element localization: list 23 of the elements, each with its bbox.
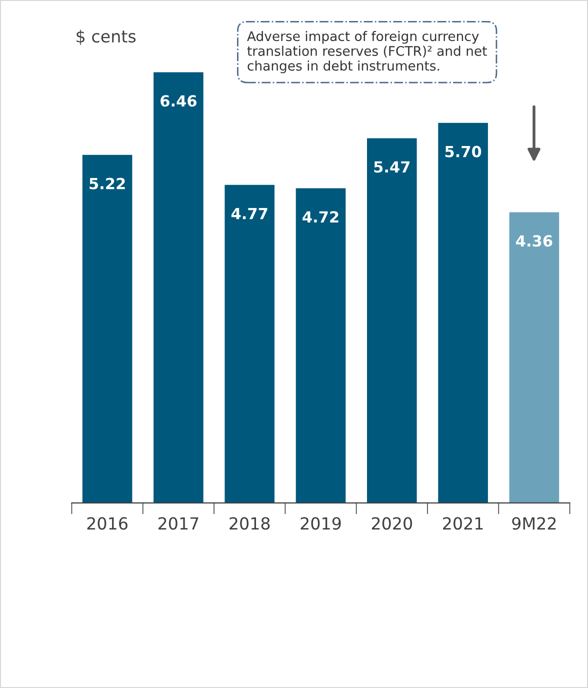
bar	[224, 184, 275, 503]
x-tick-label: 2019	[300, 517, 341, 530]
data-label: 4.36	[516, 235, 552, 247]
data-label: 6.46	[160, 95, 196, 107]
bar	[509, 212, 560, 503]
data-label: 5.47	[374, 161, 410, 173]
bar	[367, 138, 417, 503]
x-tick-label: 9M22	[512, 517, 556, 530]
x-tick-label: 2021	[443, 517, 483, 530]
data-label: 4.72	[302, 211, 338, 222]
data-label: 5.70	[445, 146, 482, 158]
data-label: 4.77	[231, 208, 268, 220]
x-tick-label: 2020	[372, 517, 412, 530]
bar	[296, 188, 346, 503]
bar	[154, 72, 204, 503]
bar	[438, 122, 488, 503]
bar	[82, 154, 132, 503]
annotation: Adverse impact of foreign currency translation reserves (FCTR)² and net changes in debt instruments.	[247, 30, 487, 74]
x-tick-label: 2018	[230, 517, 270, 530]
x-tick-label: 2016	[87, 517, 128, 530]
y-axis-title: $ cents	[76, 30, 136, 45]
data-label: 5.22	[90, 178, 125, 190]
x-tick-label: 2017	[158, 517, 198, 530]
